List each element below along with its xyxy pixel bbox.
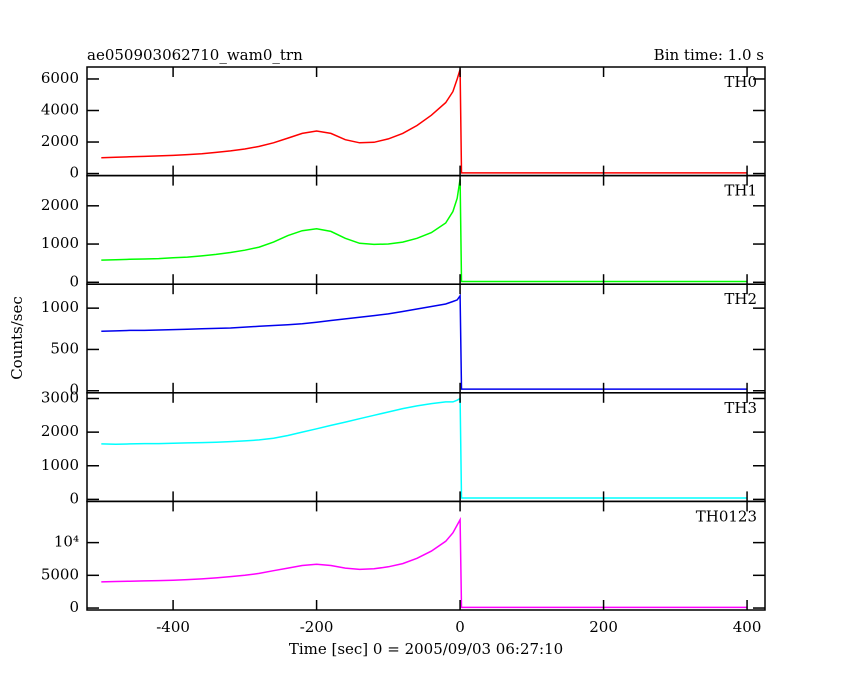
y-tick-label: 0 (69, 598, 79, 616)
y-tick-label: 0 (69, 381, 79, 399)
panel-frame (86, 66, 766, 177)
y-tick-label: 0 (69, 164, 79, 182)
y-tick-label: 2000 (41, 132, 79, 150)
panel-label: TH0123 (696, 507, 757, 525)
y-tick-label: 1000 (41, 298, 79, 316)
panel-label: TH3 (724, 399, 757, 417)
chart-subtitle: Bin time: 1.0 s (654, 46, 764, 64)
y-axis-label: Counts/sec (8, 296, 26, 380)
y-tick-label: 10⁴ (54, 533, 79, 551)
x-tick-label: -400 (156, 618, 190, 636)
y-tick-label: 4000 (41, 101, 79, 119)
light-curve (101, 69, 748, 174)
y-tick-label: 3000 (41, 389, 79, 407)
panel-frame (86, 392, 766, 503)
chart-title: ae050903062710_wam0_trn (87, 46, 303, 64)
x-tick-label: 400 (733, 618, 762, 636)
panel-frame (86, 174, 766, 285)
y-tick-label: 1000 (41, 456, 79, 474)
panel-label: TH0 (724, 73, 757, 91)
y-tick-label: 5000 (41, 565, 79, 583)
x-tick-label: 200 (589, 618, 618, 636)
panel-frame (86, 500, 766, 611)
light-curve (101, 397, 748, 499)
x-axis-label: Time [sec] 0 = 2005/09/03 06:27:10 (289, 640, 563, 658)
y-tick-label: 2000 (41, 422, 79, 440)
y-tick-label: 2000 (41, 196, 79, 214)
light-curve (101, 178, 748, 283)
panel-frame (86, 283, 766, 394)
y-tick-label: 0 (69, 489, 79, 507)
x-tick-label: 0 (455, 618, 465, 636)
y-tick-label: 0 (69, 272, 79, 290)
light-curve (101, 516, 748, 609)
y-tick-label: 500 (50, 339, 79, 357)
y-tick-label: 1000 (41, 234, 79, 252)
panel-label: TH2 (724, 290, 757, 308)
light-curve (101, 293, 748, 390)
panel-label: TH1 (724, 182, 757, 200)
y-tick-label: 6000 (41, 69, 79, 87)
x-tick-label: -200 (300, 618, 334, 636)
